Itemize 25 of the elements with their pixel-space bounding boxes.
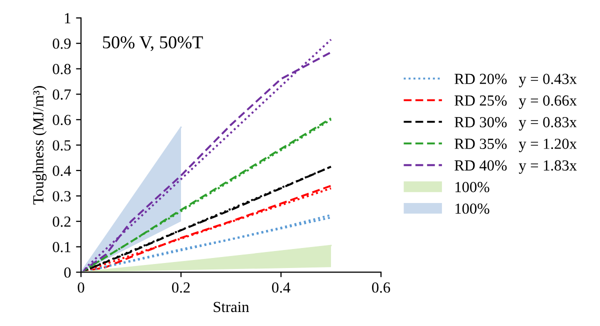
x-axis-title: Strain — [214, 302, 250, 312]
y-tick-label: 0.1 — [52, 242, 70, 252]
legend-label: RD 35% y = 1.20x — [454, 138, 577, 152]
x-tick-label: 0.6 — [372, 282, 390, 293]
y-tick-label: 0 — [64, 267, 71, 278]
y-tick-label: 0.9 — [52, 38, 71, 49]
y-axis-title: Toughness (MJ/m³) — [32, 86, 47, 204]
x-tick-label: 0 — [78, 282, 84, 293]
y-tick-label: 0.2 — [52, 216, 70, 227]
x-tick-label: 0.2 — [172, 282, 190, 293]
y-tick-label: 1 — [64, 13, 70, 24]
y-tick-label: 0.4 — [52, 166, 72, 176]
y-tick-label: 0.7 — [52, 89, 71, 100]
legend-label: RD 40% y = 1.83x — [454, 160, 577, 174]
annotation: 50% V, 50%T — [103, 36, 203, 52]
y-tick-label: 0.3 — [52, 191, 71, 202]
x-tick-label: 0.4 — [272, 282, 290, 293]
legend-label: RD 20% y = 0.43x — [454, 74, 577, 88]
y-tick-label: 0.8 — [52, 64, 71, 74]
legend-label: 100% — [456, 182, 490, 192]
legend-label: RD 25% y = 0.66x — [454, 95, 577, 109]
y-tick-label: 0.5 — [52, 140, 71, 151]
legend-label: RD 30% y = 0.83x — [454, 117, 577, 130]
y-tick-label: 0.6 — [52, 114, 71, 126]
legend-label: 100% — [456, 204, 490, 214]
